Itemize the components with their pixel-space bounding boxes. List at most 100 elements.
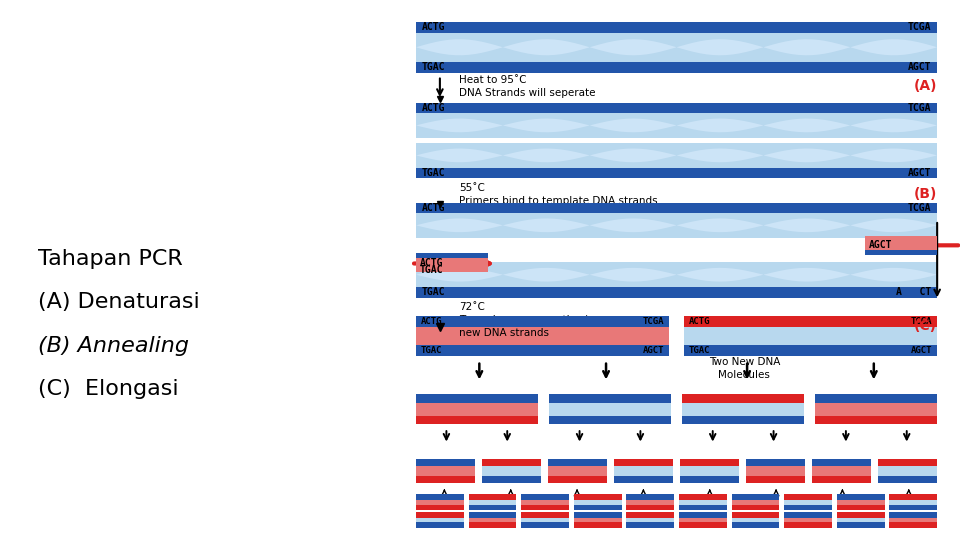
Bar [626,523,674,528]
Bar [683,394,804,402]
Text: AGCT: AGCT [908,62,931,72]
Text: A   CT: A CT [897,287,931,298]
Bar [416,512,464,517]
Bar [679,504,727,510]
Bar [416,327,669,345]
Bar [732,517,780,523]
Bar [468,523,516,528]
Bar [837,512,884,517]
Text: TGAC: TGAC [421,168,445,178]
Bar [468,512,516,517]
Bar [574,523,621,528]
Bar [732,504,780,510]
Bar [521,517,569,523]
Bar [679,494,727,500]
Bar [812,476,871,483]
Bar [416,345,669,356]
Bar [521,494,569,500]
Bar [746,476,805,483]
Text: TGAC: TGAC [420,346,443,355]
Bar [416,476,475,483]
Text: Heat to 95˚C
DNA Strands will seperate: Heat to 95˚C DNA Strands will seperate [459,75,595,98]
Bar [784,494,832,500]
Bar [482,459,541,466]
Bar [416,402,538,416]
Bar [877,467,937,476]
Bar [626,517,674,523]
Bar [416,62,937,73]
Bar [416,22,937,33]
Bar [416,113,937,138]
Bar [416,523,464,528]
Bar [837,523,884,528]
Text: AGCT: AGCT [869,240,893,249]
Bar [837,517,884,523]
Bar [416,416,538,424]
Bar [468,500,516,504]
Bar [548,476,608,483]
Bar [889,504,937,510]
Bar [549,394,671,402]
Bar [680,467,739,476]
Bar [889,494,937,500]
Bar [732,500,780,504]
Bar [889,512,937,517]
Bar [574,517,621,523]
Text: Tahapan PCR: Tahapan PCR [38,249,183,269]
Text: (B): (B) [914,187,937,201]
Bar [614,467,673,476]
Bar [521,523,569,528]
Bar [416,504,464,510]
Bar [865,249,937,255]
Bar [679,517,727,523]
Bar [837,500,884,504]
Bar [416,253,488,272]
Bar [416,494,464,500]
Bar [889,500,937,504]
Bar [626,512,674,517]
Bar [416,500,464,504]
Bar [482,467,541,476]
Bar [812,467,871,476]
Text: TCGA: TCGA [908,103,931,113]
Bar [416,394,538,402]
Bar [574,494,621,500]
Bar [784,523,832,528]
Bar [416,287,937,298]
Text: ACTG: ACTG [421,22,445,32]
Bar [865,236,937,255]
Text: (A) Denaturasi: (A) Denaturasi [38,292,200,313]
Text: AGCT: AGCT [908,168,931,178]
Bar [574,500,621,504]
Bar [784,512,832,517]
Bar [416,103,937,113]
Text: TCGA: TCGA [908,22,931,32]
Text: TCGA: TCGA [908,202,931,213]
Bar [680,476,739,483]
Bar [521,504,569,510]
Bar [815,402,937,416]
Bar [468,504,516,510]
Bar [683,416,804,424]
Bar [877,459,937,466]
Bar [416,33,937,62]
Bar [812,459,871,466]
Bar [614,459,673,466]
Bar [684,327,937,345]
Bar [626,500,674,504]
Text: ACTG: ACTG [420,317,443,326]
Bar [482,476,541,483]
Text: TGAC: TGAC [421,287,445,298]
Text: ACTG: ACTG [421,103,445,113]
Bar [521,500,569,504]
Bar [746,467,805,476]
Bar [877,476,937,483]
Bar [889,523,937,528]
Text: Two New DNA
Molecules: Two New DNA Molecules [708,357,780,380]
Text: TCGA: TCGA [911,317,932,326]
Bar [680,459,739,466]
Bar [574,504,621,510]
Bar [548,459,608,466]
Bar [416,467,475,476]
Bar [784,517,832,523]
